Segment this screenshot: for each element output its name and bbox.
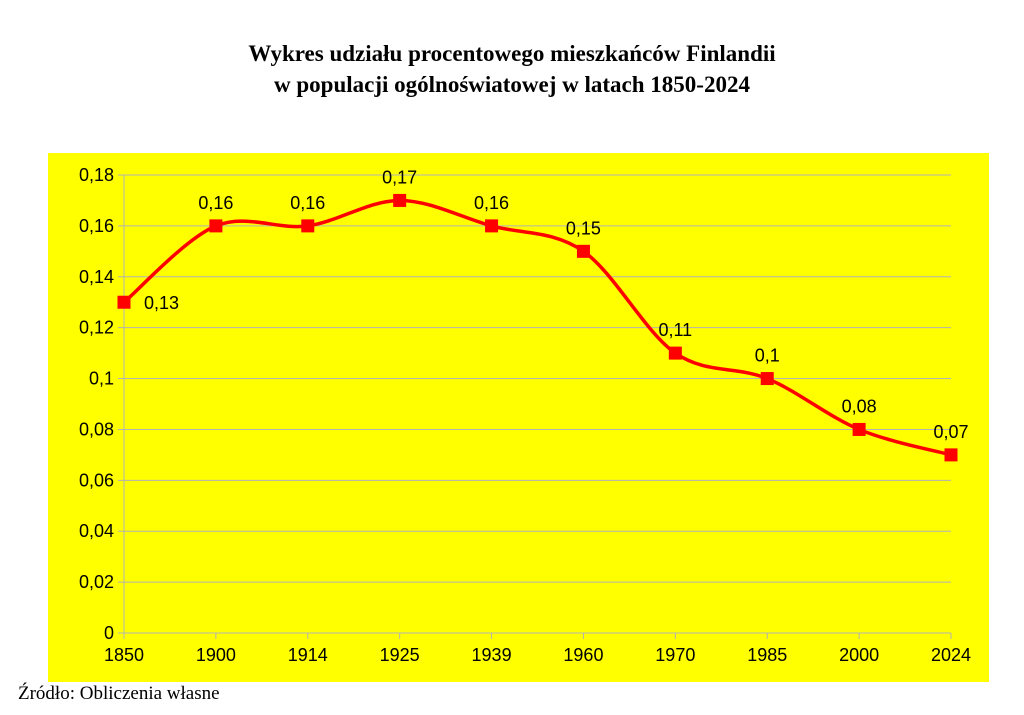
data-point-marker [668, 346, 682, 360]
y-tick-label: 0,1 [89, 369, 114, 389]
data-point-marker [944, 448, 958, 462]
data-point-marker [852, 422, 866, 436]
chart-title-line-1: Wykres udziału procentowego mieszkańców … [248, 41, 776, 66]
x-tick-label: 1960 [563, 645, 603, 665]
data-label: 0,07 [933, 422, 968, 442]
x-tick-label: 1850 [104, 645, 144, 665]
x-tick-label: 2024 [931, 645, 971, 665]
data-label: 0,16 [198, 193, 233, 213]
x-tick-label: 1985 [747, 645, 787, 665]
chart-title-line-2: w populacji ogólnoświatowej w latach 185… [274, 72, 750, 97]
y-tick-label: 0,06 [79, 470, 114, 490]
y-tick-label: 0 [104, 623, 114, 643]
chart-area: 0 0,02 0,04 0,06 0,08 0,1 0,12 0,14 0,16 0,18 1850… [48, 153, 989, 682]
source-note: Źródło: Obliczenia własne [18, 683, 220, 704]
y-tick-label: 0,18 [79, 165, 114, 185]
line-chart: 0 0,02 0,04 0,06 0,08 0,1 0,12 0,14 0,16 0,18 1850… [48, 153, 989, 682]
data-label: 0,1 [755, 346, 780, 366]
data-point-marker [393, 193, 407, 207]
x-tick-label: 1914 [288, 645, 328, 665]
chart-background [48, 153, 989, 682]
y-tick-label: 0,16 [79, 216, 114, 236]
y-tick-label: 0,02 [79, 572, 114, 592]
data-point-marker [209, 219, 223, 233]
data-point-marker [485, 219, 499, 233]
x-tick-label: 2000 [839, 645, 879, 665]
data-point-marker [301, 219, 315, 233]
data-label: 0,16 [290, 193, 325, 213]
y-tick-label: 0,12 [79, 318, 114, 338]
x-tick-label: 1970 [655, 645, 695, 665]
y-tick-label: 0,08 [79, 419, 114, 439]
data-label: 0,16 [474, 193, 509, 213]
x-tick-label: 1925 [380, 645, 420, 665]
y-tick-label: 0,14 [79, 267, 114, 287]
data-label: 0,17 [382, 167, 417, 187]
chart-title: Wykres udziału procentowego mieszkańców … [0, 38, 1024, 100]
data-label: 0,08 [842, 396, 877, 416]
data-label: 0,13 [144, 293, 179, 313]
x-tick-label: 1900 [196, 645, 236, 665]
series-line [122, 198, 953, 457]
y-tick-label: 0,04 [79, 521, 114, 541]
data-point-marker [117, 295, 131, 309]
data-label: 0,11 [658, 320, 692, 340]
x-tick-label: 1939 [472, 645, 512, 665]
data-point-marker [576, 244, 590, 258]
data-label: 0,15 [566, 218, 601, 238]
data-point-marker [760, 372, 774, 386]
